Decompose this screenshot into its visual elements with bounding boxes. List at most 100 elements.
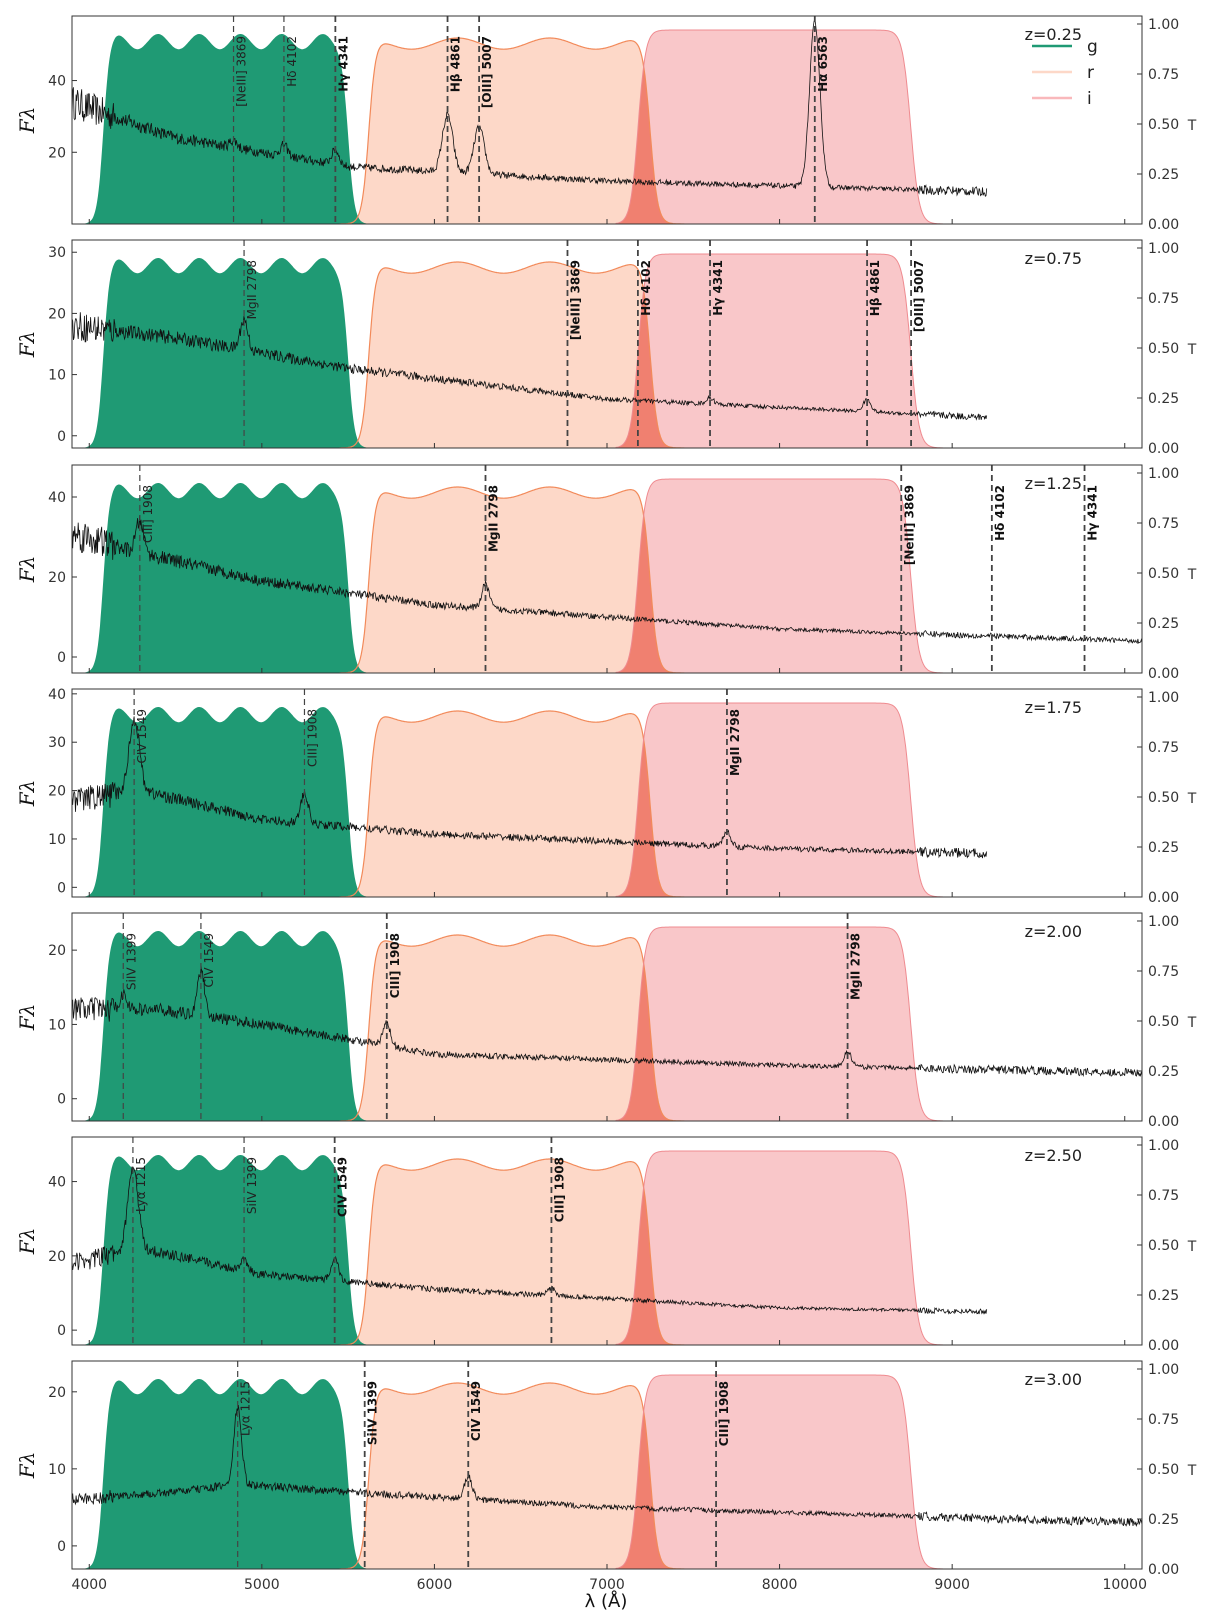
y-tick-label: 10 [48,832,66,848]
emission-line-label: Lyα 1215 [239,1381,253,1436]
redshift-label: z=1.25 [1025,474,1082,493]
emission-line-label: Hδ 4102 [993,485,1007,541]
legend: gri [1032,37,1098,109]
right-axis-label: T [1187,342,1197,358]
right-tick-label: 0.25 [1148,167,1179,183]
r-filter-curve [330,711,694,897]
emission-line-label: [NeIII] 3869 [235,36,249,107]
panel-1: [NeIII] 3869 Hδ 4102 Hγ 4341 Hβ 4861 [OIII] … [15,15,1197,233]
spectrum-line [72,1405,1142,1528]
y-tick-label: 20 [48,943,66,959]
filter-overlap-region [615,515,676,673]
x-tick-label: 10000 [1102,1577,1147,1593]
y-tick-label: 0 [57,650,66,666]
right-tick-label: 0.75 [1148,1188,1179,1204]
right-tick-label: 0.25 [1148,1064,1179,1080]
right-tick-label: 0.00 [1148,1562,1179,1578]
i-filter-curve [607,254,953,448]
y-tick-label: 0 [57,1323,66,1339]
right-tick-label: 0.00 [1148,666,1179,682]
panel-6: Lyα 1215 SiIV 1399 CIV 1549 CIII] 1908 0 20 40… [15,1136,1197,1354]
panel-content [72,16,988,224]
right-tick-label: 1.00 [1148,914,1179,930]
spectrum-line [72,515,1142,645]
spectrum-line [72,1166,988,1315]
panel-content [72,1361,1142,1569]
emission-line-label: Hβ 4861 [449,36,463,92]
panel-4: CIV 1549 CIII] 1908 MgII 2798 0 10 20 30 40 0.00… [15,687,1197,906]
r-filter-edge [339,261,685,448]
y-axis-label: Fλ [15,780,39,808]
right-tick-label: 0.50 [1148,1014,1179,1030]
right-tick-label: 0.50 [1148,566,1179,582]
g-filter-curve [80,483,383,673]
legend-entry: r [1087,63,1094,83]
right-tick-label: 0.00 [1148,441,1179,457]
emission-line-label: SiIV 1399 [245,1157,259,1214]
y-tick-label: 20 [48,570,66,586]
x-tick-label: 8000 [762,1577,798,1593]
g-filter-curve [80,258,383,448]
emission-line-label: [OIII] 5007 [912,260,926,332]
i-filter-edge [615,29,943,224]
emission-line-label: Hγ 4341 [711,260,725,316]
right-tick-label: 0.00 [1148,217,1179,233]
right-tick-label: 1.00 [1148,1362,1179,1378]
y-tick-label: 40 [48,687,66,703]
right-axis-label: T [1187,1239,1197,1255]
i-filter-curve [607,30,953,224]
filter-overlap-region [615,66,676,224]
emission-line-label: SiIV 1399 [366,1381,380,1445]
emission-line-label: Hδ 4102 [285,36,299,87]
right-tick-label: 0.75 [1148,291,1179,307]
x-axis-label: λ (Å) [585,1590,628,1612]
x-tick-label: 7000 [589,1577,625,1593]
i-filter-edge [615,478,943,673]
i-filter-curve [607,703,953,897]
emission-line-label: CIV 1549 [135,709,149,763]
y-tick-label: 20 [48,1249,66,1265]
emission-line-label: CIV 1549 [469,1381,483,1441]
y-axis-label: Fλ [15,107,39,135]
right-tick-label: 1.00 [1148,466,1179,482]
emission-line-label: SiIV 1399 [124,933,138,990]
right-axis-label: T [1187,567,1197,583]
emission-line-label: Hδ 4102 [639,260,653,316]
y-tick-label: 0 [57,429,66,445]
right-tick-label: 0.25 [1148,616,1179,632]
right-tick-label: 0.00 [1148,1114,1179,1130]
r-filter-curve [330,487,694,673]
filter-overlap-region [615,1411,676,1569]
emission-line-label: CIII] 1908 [305,709,319,767]
right-tick-label: 1.00 [1148,690,1179,706]
legend-entry: i [1087,89,1092,109]
y-tick-label: 30 [48,735,66,751]
g-filter-curve [80,931,383,1121]
y-tick-label: 0 [57,880,66,896]
right-tick-label: 0.25 [1148,840,1179,856]
x-tick-label: 5000 [244,1577,280,1593]
right-tick-label: 0.25 [1148,391,1179,407]
emission-line-label: MgII 2798 [728,709,742,776]
i-filter-curve [607,927,953,1121]
i-filter-edge [615,1150,943,1345]
emission-line-label: CIV 1549 [336,1157,350,1217]
spectrum-line [72,312,988,421]
emission-line-label: Hβ 4861 [868,260,882,316]
r-filter-edge [339,934,685,1121]
i-filter-edge [615,1374,943,1569]
i-filter-curve [607,1151,953,1345]
right-tick-label: 0.50 [1148,1238,1179,1254]
r-filter-curve [330,935,694,1121]
i-filter-edge [615,926,943,1121]
right-tick-label: 0.75 [1148,1412,1179,1428]
i-filter-edge [615,702,943,897]
x-tick-label: 9000 [934,1577,970,1593]
i-filter-curve [607,1375,953,1569]
emission-line-label: CIV 1549 [202,933,216,987]
right-axis-label: T [1187,791,1197,807]
g-filter-curve [80,707,383,897]
right-tick-label: 1.00 [1148,241,1179,257]
redshift-label: z=2.00 [1025,922,1082,941]
